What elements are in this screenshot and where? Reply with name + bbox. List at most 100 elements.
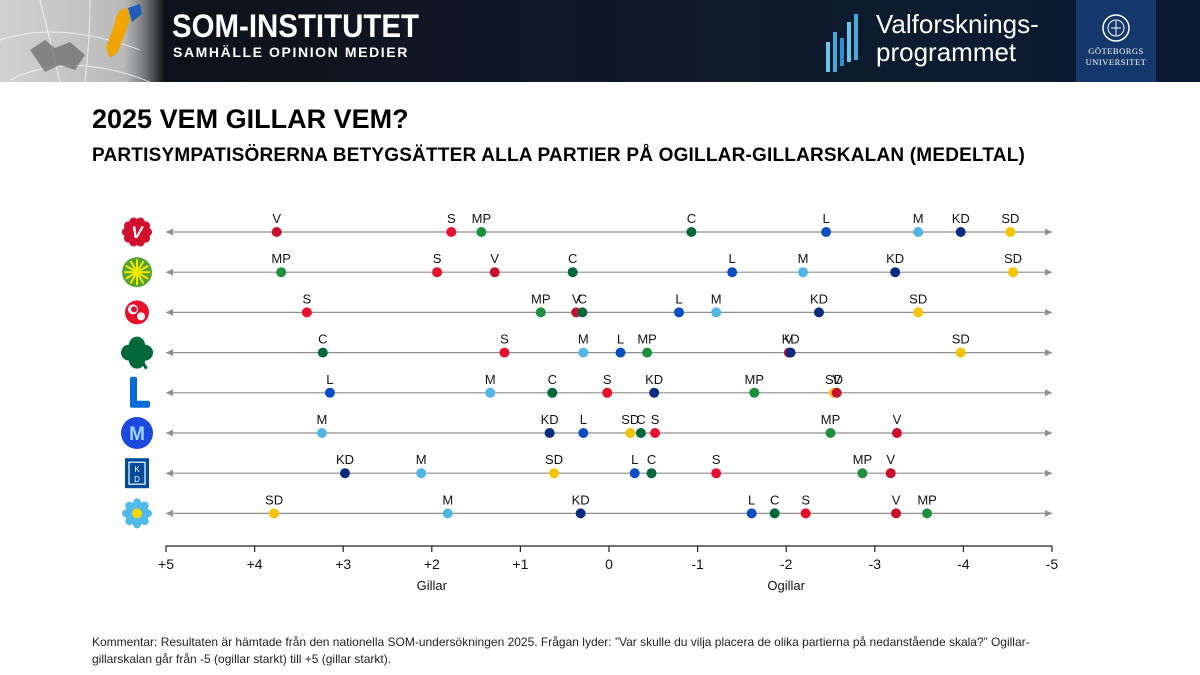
globe-map-icon bbox=[0, 0, 165, 82]
data-point-kd-s bbox=[711, 468, 722, 479]
m-party-icon: M bbox=[121, 417, 153, 449]
x-tick-label: +1 bbox=[512, 556, 528, 572]
point-label: KD bbox=[952, 211, 970, 226]
x-tick-label: +2 bbox=[424, 556, 440, 572]
sd-party-icon bbox=[122, 498, 152, 529]
data-point-c-s bbox=[499, 347, 510, 358]
point-label: C bbox=[548, 372, 557, 387]
point-label: C bbox=[578, 291, 587, 306]
point-label: MP bbox=[821, 412, 841, 427]
row-arrow-left bbox=[166, 349, 173, 357]
point-label: L bbox=[326, 372, 333, 387]
som-subtitle: SAMHÄLLE OPINION MEDIER bbox=[173, 44, 409, 60]
data-point-mp-kd bbox=[890, 267, 901, 278]
data-point-s-kd bbox=[813, 307, 824, 318]
point-label: M bbox=[416, 452, 427, 467]
v-party-icon: V bbox=[122, 217, 152, 247]
point-label: M bbox=[798, 251, 809, 266]
gu-line1: GÖTEBORGS bbox=[1088, 46, 1144, 56]
row-arrow-left bbox=[166, 308, 173, 316]
data-point-m-kd bbox=[544, 428, 555, 438]
point-label: V bbox=[893, 412, 902, 427]
point-label: S bbox=[303, 291, 312, 306]
c-party-icon bbox=[121, 336, 153, 370]
point-label: C bbox=[568, 251, 577, 266]
page-subtitle: PARTISYMPATISÖRERNA BETYGSÄTTER ALLA PAR… bbox=[92, 145, 1026, 166]
point-label: SD bbox=[621, 412, 639, 427]
data-point-kd-sd bbox=[549, 468, 560, 479]
data-point-mp-m bbox=[798, 267, 809, 278]
row-arrow-right bbox=[1045, 509, 1052, 517]
data-point-c-kd bbox=[785, 347, 796, 358]
data-point-s-c bbox=[577, 307, 588, 318]
gu-line2: UNIVERSITET bbox=[1085, 57, 1147, 67]
point-label: M bbox=[485, 372, 496, 387]
data-point-v-sd bbox=[1005, 227, 1016, 237]
data-point-mp-l bbox=[727, 267, 738, 278]
header-banner: SOM-INSTITUTET SAMHÄLLE OPINION MEDIER V… bbox=[0, 0, 1200, 82]
data-point-s-m bbox=[711, 307, 722, 318]
data-point-m-c bbox=[635, 428, 646, 438]
x-tick-label: -2 bbox=[780, 556, 793, 572]
row-arrow-right bbox=[1045, 308, 1052, 316]
row-arrow-left bbox=[166, 268, 173, 276]
point-label: S bbox=[651, 412, 660, 427]
data-point-s-mp bbox=[535, 307, 546, 318]
data-point-l-mp bbox=[749, 387, 760, 398]
point-label: MP bbox=[745, 372, 765, 387]
point-label: V bbox=[490, 251, 499, 266]
svg-text:V: V bbox=[131, 223, 144, 242]
data-point-sd-l bbox=[746, 508, 757, 519]
data-point-kd-kd bbox=[339, 468, 350, 479]
data-point-mp-mp bbox=[276, 267, 287, 278]
row-arrow-left bbox=[166, 469, 173, 477]
data-point-sd-s bbox=[800, 508, 811, 519]
x-tick-label: -5 bbox=[1046, 556, 1059, 572]
point-label: KD bbox=[810, 291, 828, 306]
point-label: L bbox=[631, 452, 638, 467]
data-point-v-l bbox=[821, 227, 832, 237]
x-tick-label: 0 bbox=[605, 556, 613, 572]
data-point-v-c bbox=[686, 227, 697, 237]
point-label: S bbox=[447, 211, 456, 226]
gu-text: GÖTEBORGS UNIVERSITET bbox=[1076, 46, 1156, 68]
row-arrow-right bbox=[1045, 389, 1052, 397]
valforskning-title: Valforsknings- programmet bbox=[876, 10, 1039, 66]
x-tick-label: -4 bbox=[957, 556, 970, 572]
x-tick-label: +5 bbox=[158, 556, 174, 572]
svg-text:M: M bbox=[129, 424, 145, 445]
data-point-l-s bbox=[602, 387, 613, 398]
data-point-s-s bbox=[301, 307, 312, 318]
point-label: KD bbox=[336, 452, 354, 467]
point-label: MP bbox=[271, 251, 291, 266]
point-label: MP bbox=[531, 291, 551, 306]
data-point-v-kd bbox=[955, 227, 966, 237]
point-label: C bbox=[770, 492, 779, 507]
point-label: S bbox=[500, 332, 509, 347]
data-point-mp-sd bbox=[1008, 267, 1019, 278]
data-point-c-sd bbox=[955, 347, 966, 358]
point-label: S bbox=[712, 452, 721, 467]
data-point-c-m bbox=[578, 347, 589, 358]
data-point-l-m bbox=[485, 387, 496, 398]
point-label: V bbox=[886, 452, 895, 467]
data-point-m-v bbox=[891, 428, 902, 438]
data-point-l-l bbox=[324, 387, 335, 398]
data-point-v-s bbox=[446, 227, 457, 237]
point-label: SD bbox=[1001, 211, 1019, 226]
point-label: V bbox=[832, 372, 841, 387]
point-label: KD bbox=[782, 332, 800, 347]
point-label: S bbox=[801, 492, 810, 507]
data-point-kd-l bbox=[629, 468, 640, 479]
data-point-sd-m bbox=[442, 508, 453, 519]
vf-line2: programmet bbox=[876, 37, 1017, 67]
point-label: L bbox=[617, 332, 624, 347]
point-label: MP bbox=[472, 211, 492, 226]
point-label: KD bbox=[645, 372, 663, 387]
point-label: SD bbox=[909, 291, 927, 306]
point-label: MP bbox=[917, 492, 937, 507]
point-label: M bbox=[711, 291, 722, 306]
point-label: MP bbox=[637, 332, 657, 347]
gu-seal-icon bbox=[1102, 14, 1130, 42]
point-label: L bbox=[675, 291, 682, 306]
